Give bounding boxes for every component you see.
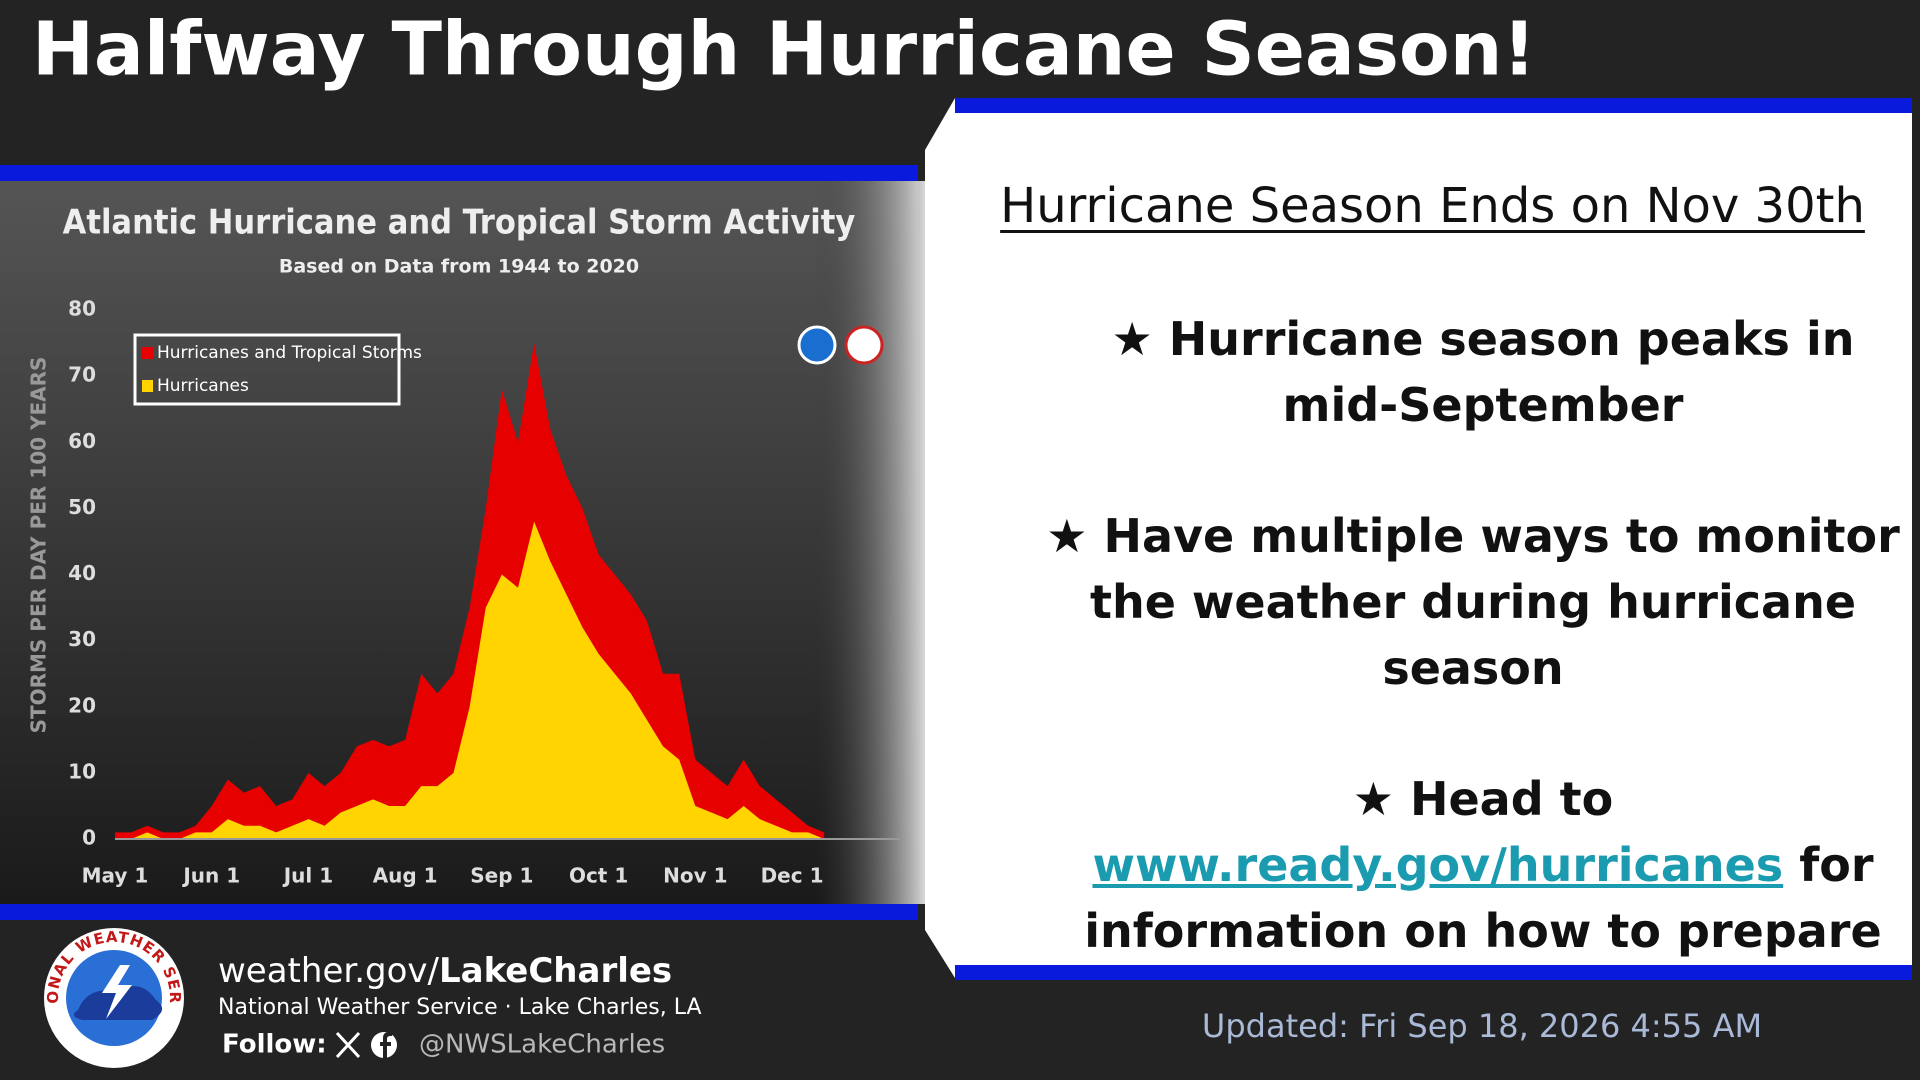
y-tick-label: 40 <box>68 561 96 585</box>
y-tick-label: 10 <box>68 759 96 783</box>
x-tick-label: Dec 1 <box>761 864 824 888</box>
area-series <box>115 343 825 839</box>
legend-swatch <box>142 380 153 392</box>
chart-fade <box>814 181 932 904</box>
y-axis-label: STORMS PER DAY PER 100 YEARS <box>27 357 51 734</box>
x-tick-label: Nov 1 <box>663 864 727 888</box>
x-icon[interactable] <box>335 1031 361 1059</box>
chart-title: Atlantic Hurricane and Tropical Storm Ac… <box>63 203 856 243</box>
area-series <box>115 521 825 839</box>
ready-link[interactable]: www.ready.gov/hurricanes <box>1092 838 1784 892</box>
x-tick-label: Sep 1 <box>470 864 533 888</box>
y-tick-label: 70 <box>68 363 96 387</box>
nws-logo-small <box>844 325 884 365</box>
x-tick-label: Jun 1 <box>181 864 240 888</box>
site-link: weather.gov/LakeCharles <box>218 951 672 991</box>
site-plain: weather.gov/ <box>218 951 440 991</box>
blue-stripe <box>0 165 918 181</box>
blue-stripe <box>0 904 918 920</box>
x-tick-label: Aug 1 <box>373 864 438 888</box>
legend-label: Hurricanes <box>157 376 249 396</box>
y-tick-label: 80 <box>68 297 96 321</box>
handle: @NWSLakeCharles <box>419 1030 665 1060</box>
nws-logo-bolt <box>102 965 132 1019</box>
follow-label: Follow: <box>222 1030 327 1060</box>
y-tick-label: 50 <box>68 495 96 519</box>
bullet-start: ★ Head to <box>1352 772 1614 826</box>
x-tick-label: May 1 <box>82 864 149 888</box>
blue-stripe <box>955 965 1912 980</box>
bullet: ★ Head to www.ready.gov/hurricanes for i… <box>1083 766 1883 964</box>
legend-label: Hurricanes and Tropical Storms <box>157 343 422 363</box>
office-name: National Weather Service · Lake Charles,… <box>218 995 702 1020</box>
y-tick-label: 20 <box>68 693 96 717</box>
noaa-logo <box>797 325 837 365</box>
blue-stripe <box>955 98 1912 113</box>
y-tick-label: 60 <box>68 429 96 453</box>
bullet: ★ Have multiple ways to monitor the weat… <box>1046 509 1900 695</box>
y-tick-label: 0 <box>82 826 96 850</box>
info-panel <box>925 98 1912 978</box>
x-tick-label: Jul 1 <box>282 864 333 888</box>
site-bold: LakeCharles <box>439 951 672 991</box>
bullet-end: for information on how to prepare <box>1084 838 1882 958</box>
bullet: ★ Hurricane season peaks in mid-Septembe… <box>1111 312 1855 432</box>
x-tick-label: Oct 1 <box>569 864 628 888</box>
facebook-f <box>380 1032 392 1058</box>
legend-box <box>133 333 401 406</box>
chart-subtitle: Based on Data from 1944 to 2020 <box>279 256 639 278</box>
updated-time: Updated: Fri Sep 18, 2026 4:55 AM <box>1202 1007 1762 1045</box>
y-tick-label: 30 <box>68 627 96 651</box>
page-title: Halfway Through Hurricane Season! <box>32 7 1536 93</box>
legend-swatch <box>142 347 153 359</box>
panel-heading: Hurricane Season Ends on Nov 30th <box>1000 178 1865 234</box>
